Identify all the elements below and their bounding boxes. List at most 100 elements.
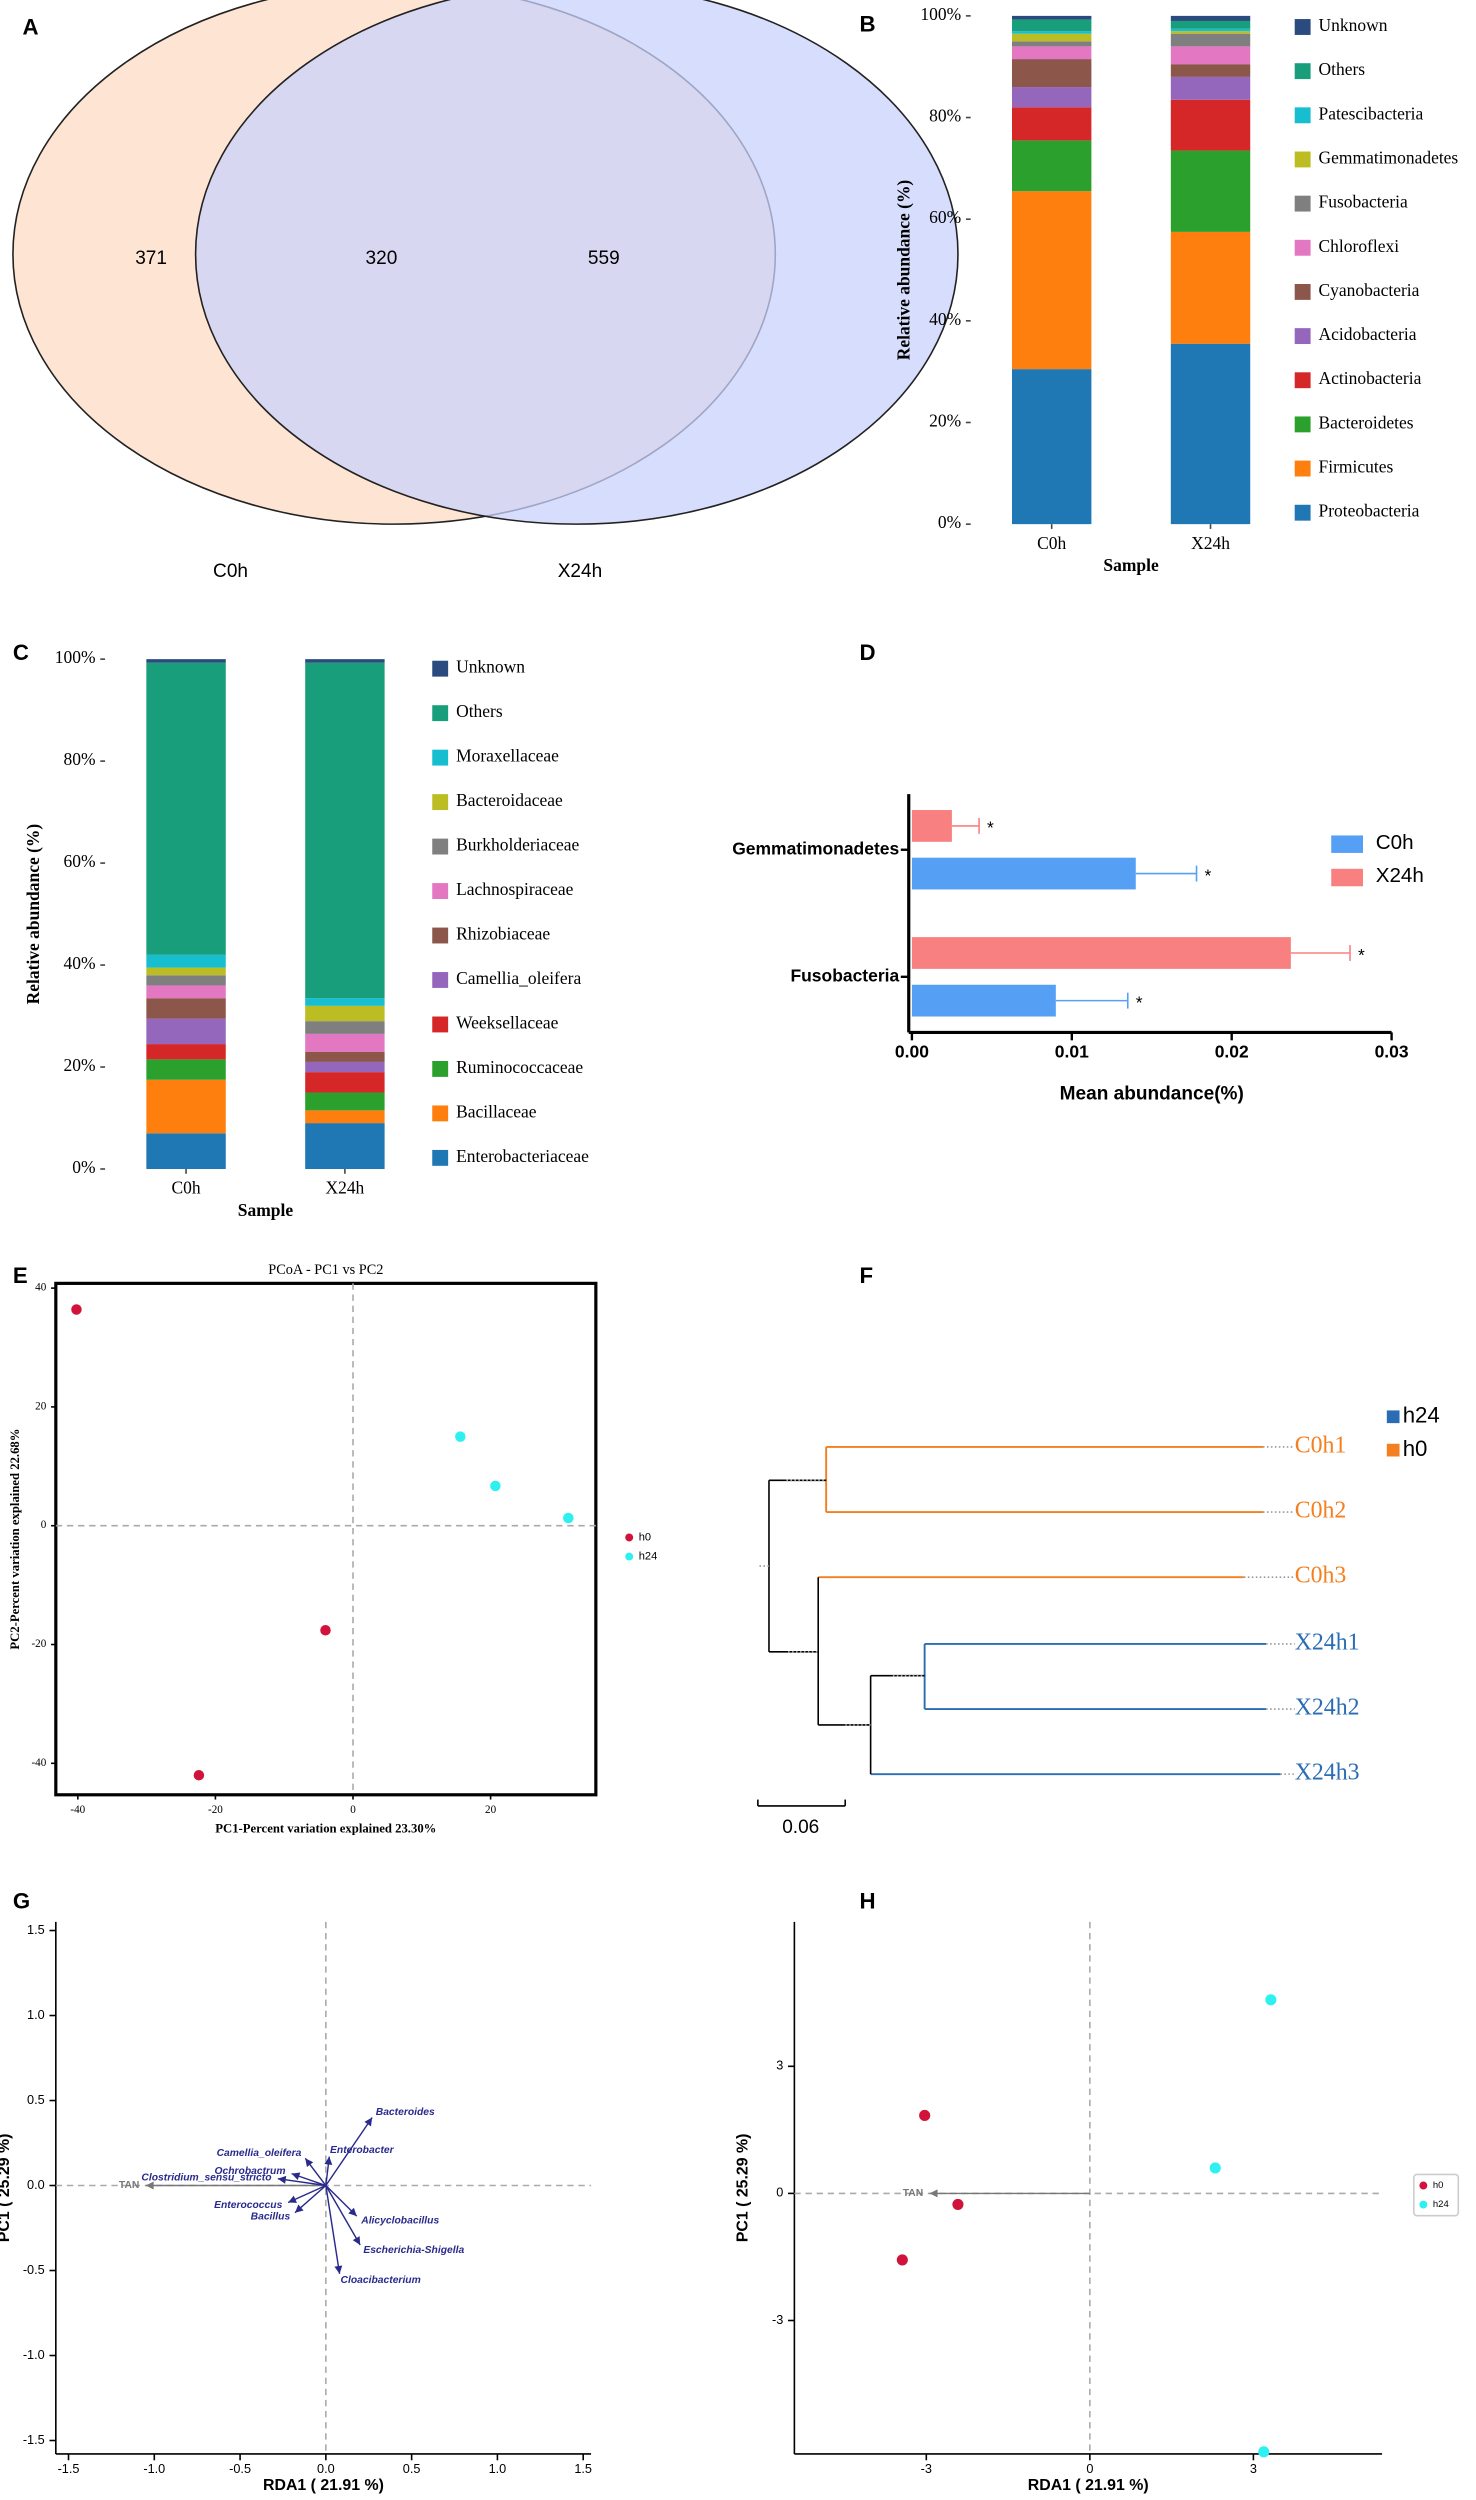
x-tick-label: C0h bbox=[171, 1178, 200, 1198]
legend-label: h0 bbox=[1403, 1436, 1428, 1461]
legend-label: Fusobacteria bbox=[1319, 192, 1409, 212]
legend-marker bbox=[1419, 2200, 1428, 2209]
arrow-head bbox=[352, 2236, 361, 2246]
leaf-label: C0h1 bbox=[1295, 1432, 1347, 1458]
x-tick-label: -1.5 bbox=[58, 2462, 80, 2476]
bar-segment bbox=[1170, 31, 1251, 34]
legend-label: h0 bbox=[639, 1531, 651, 1543]
y-axis-label: PC1 ( 25.29 %) bbox=[735, 2134, 752, 2243]
legend-swatch bbox=[432, 1149, 449, 1166]
bar-segment bbox=[1170, 231, 1251, 344]
legend-swatch bbox=[1294, 107, 1311, 124]
legend-swatch bbox=[1331, 868, 1363, 887]
bar bbox=[911, 857, 1136, 890]
point bbox=[1258, 2446, 1270, 2458]
x-axis-label: RDA1 ( 21.91 %) bbox=[263, 2477, 384, 2494]
bar-segment bbox=[1011, 41, 1092, 47]
point bbox=[1209, 2162, 1221, 2174]
point bbox=[455, 1431, 466, 1442]
bar-segment bbox=[1011, 19, 1092, 32]
x-tick-label: -0.5 bbox=[229, 2462, 251, 2476]
x-tick-label: 1.5 bbox=[574, 2462, 592, 2476]
y-tick-label: -3 bbox=[772, 2313, 783, 2327]
y-tick-label: -40 bbox=[31, 1757, 46, 1769]
leaf-label: X24h2 bbox=[1295, 1694, 1360, 1720]
bar-segment bbox=[146, 1079, 226, 1134]
x-tick-label: -40 bbox=[70, 1804, 85, 1816]
legend-swatch bbox=[432, 660, 449, 677]
bar-segment bbox=[146, 975, 226, 986]
bar-segment bbox=[146, 662, 226, 955]
legend-swatch bbox=[1294, 19, 1311, 35]
y-tick-label: 20 bbox=[35, 1400, 47, 1412]
x-tick-label: 0.5 bbox=[403, 2462, 421, 2476]
arrow-label: Bacillus bbox=[251, 2212, 291, 2223]
arrow-head bbox=[348, 2207, 357, 2217]
legend-label: X24h bbox=[1376, 864, 1424, 887]
legend-label: Proteobacteria bbox=[1319, 501, 1420, 521]
y-tick-label: 80% bbox=[63, 749, 95, 769]
legend-frame bbox=[1413, 2173, 1460, 2217]
y-tick-label: 0.5 bbox=[27, 2093, 45, 2107]
panel-letter: A bbox=[22, 14, 38, 39]
bar-segment bbox=[305, 1110, 385, 1124]
x-tick-label: -1.0 bbox=[143, 2462, 165, 2476]
bar-segment bbox=[305, 1092, 385, 1111]
legend-marker bbox=[1419, 2181, 1428, 2190]
bar-segment bbox=[1170, 20, 1251, 29]
y-tick-label: 3 bbox=[776, 2059, 783, 2073]
bar-segment bbox=[146, 1133, 226, 1169]
legend-label: Ruminococcaceae bbox=[456, 1057, 583, 1077]
bar-segment bbox=[1170, 28, 1251, 32]
region-count: 371 bbox=[135, 248, 167, 269]
panel-letter: B bbox=[860, 11, 876, 36]
set-circle bbox=[194, 0, 959, 525]
arrow-label: Ochrobactrum bbox=[214, 2166, 285, 2177]
bar-segment bbox=[1011, 140, 1092, 192]
plot-frame bbox=[54, 1281, 598, 1797]
legend-swatch bbox=[1294, 416, 1311, 433]
legend-swatch bbox=[1294, 504, 1311, 521]
y-tick-label: 60% bbox=[63, 851, 95, 871]
bar-segment bbox=[146, 1059, 226, 1080]
arrow-head bbox=[324, 2156, 333, 2165]
x-tick-label: 20 bbox=[485, 1804, 497, 1816]
panel-letter: F bbox=[860, 1263, 874, 1288]
bar-segment bbox=[1011, 107, 1092, 141]
bar-segment bbox=[305, 1005, 385, 1022]
bar-segment bbox=[1011, 59, 1092, 88]
legend-label: h24 bbox=[639, 1550, 658, 1562]
bar-segment bbox=[305, 1123, 385, 1169]
bar-segment bbox=[146, 1018, 226, 1045]
legend-swatch bbox=[432, 794, 449, 811]
x-tick-label: 1.0 bbox=[489, 2462, 507, 2476]
point bbox=[896, 2254, 908, 2266]
legend-swatch bbox=[432, 927, 449, 944]
significance-mark: * bbox=[1136, 992, 1143, 1012]
bar-segment bbox=[1011, 87, 1092, 108]
legend-label: h24 bbox=[1433, 2199, 1450, 2210]
leaf-label: C0h3 bbox=[1295, 1563, 1347, 1589]
legend-marker bbox=[625, 1552, 634, 1561]
legend-swatch bbox=[1331, 835, 1363, 853]
legend-swatch bbox=[1386, 1443, 1400, 1457]
arrow-label: TAN bbox=[903, 2188, 923, 2199]
x-axis-label: Mean abundance(%) bbox=[1060, 1083, 1244, 1104]
legend-swatch bbox=[1294, 328, 1311, 345]
chart-title: PCoA - PC1 vs PC2 bbox=[268, 1262, 383, 1278]
legend-swatch bbox=[432, 1016, 449, 1033]
set-label: X24h bbox=[558, 561, 602, 582]
legend-swatch bbox=[1294, 239, 1311, 256]
x-axis-label: RDA1 ( 21.91 %) bbox=[1028, 2477, 1149, 2494]
y-tick-label: 40 bbox=[35, 1282, 47, 1294]
x-axis-label: Sample bbox=[1103, 555, 1159, 575]
arrow-label: Enterobacter bbox=[330, 2145, 395, 2156]
bar-segment bbox=[1170, 64, 1251, 77]
bar-segment bbox=[305, 1072, 385, 1093]
x-tick-label: -3 bbox=[921, 2462, 932, 2476]
panel-letter: C bbox=[13, 640, 29, 665]
panel-letter: G bbox=[13, 1889, 30, 1914]
arrow-label: Enterococcus bbox=[214, 2200, 282, 2211]
region-count: 320 bbox=[366, 248, 398, 269]
